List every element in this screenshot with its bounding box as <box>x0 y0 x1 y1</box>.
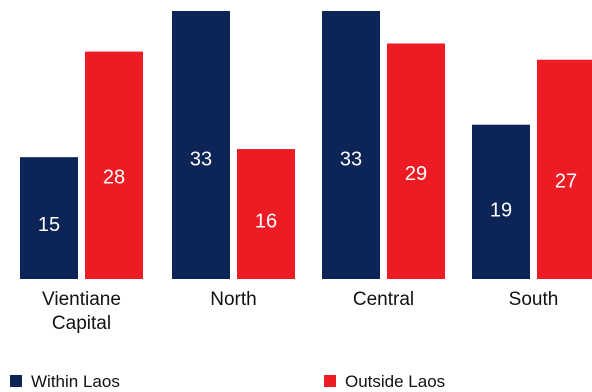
bars-group <box>20 11 592 280</box>
category-label-1: North <box>210 289 256 310</box>
category-labels-group: Vientiane Capital North Central South <box>42 289 558 334</box>
legend-swatch-outside-laos <box>324 375 336 387</box>
category-label-2: Central <box>353 289 414 310</box>
bar-within-laos-2 <box>322 11 380 279</box>
legend: Within Laos Outside Laos <box>10 372 445 391</box>
data-label-outside-laos-2: 29 <box>405 163 427 185</box>
legend-label-outside-laos: Outside Laos <box>345 372 445 391</box>
bar-outside-laos-2 <box>387 43 445 279</box>
category-label-0: Vientiane Capital <box>42 289 121 334</box>
category-label-3: South <box>509 289 559 310</box>
data-label-within-laos-0: 15 <box>38 214 60 236</box>
data-label-within-laos-3: 19 <box>490 200 512 222</box>
bar-within-laos-3 <box>472 124 530 280</box>
bar-within-laos-0 <box>20 157 78 279</box>
bar-outside-laos-3 <box>537 59 592 280</box>
data-label-within-laos-1: 33 <box>190 148 212 170</box>
bar-within-laos-1 <box>172 11 230 279</box>
data-label-outside-laos-1: 16 <box>255 211 277 233</box>
bar-outside-laos-1 <box>237 149 295 279</box>
bar-outside-laos-0 <box>85 51 143 279</box>
data-labels-group: 15 28 33 16 33 29 19 27 <box>38 148 577 236</box>
data-label-outside-laos-3: 27 <box>555 170 577 192</box>
data-label-outside-laos-0: 28 <box>103 167 125 189</box>
data-label-within-laos-2: 33 <box>340 148 362 170</box>
legend-swatch-within-laos <box>10 375 22 387</box>
legend-label-within-laos: Within Laos <box>31 372 120 391</box>
